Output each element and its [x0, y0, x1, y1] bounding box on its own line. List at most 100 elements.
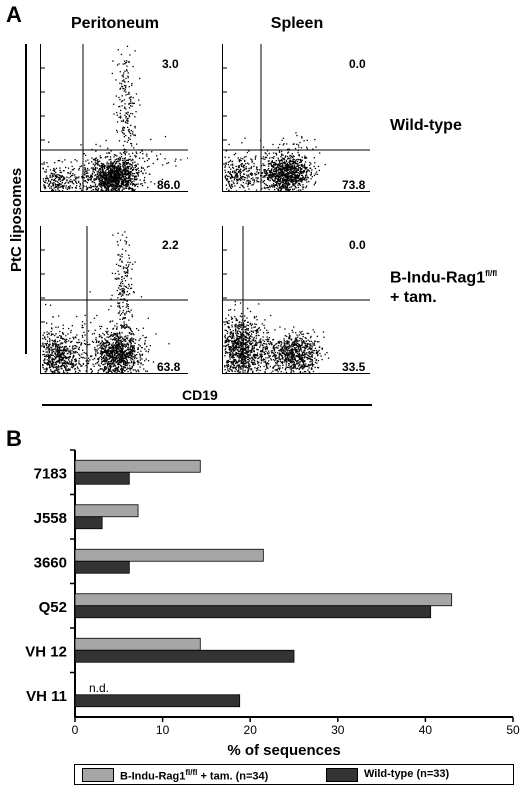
event-dot [231, 342, 233, 344]
event-dot [123, 127, 126, 129]
event-dot [251, 161, 253, 163]
event-dot [295, 187, 297, 189]
event-dot [123, 133, 125, 135]
event-dot [231, 338, 233, 340]
event-dot [88, 162, 90, 164]
event-dot [242, 166, 244, 168]
event-dot [247, 175, 249, 177]
event-dot [102, 332, 104, 335]
event-dot [56, 346, 58, 348]
event-dot [138, 157, 141, 159]
event-dot [126, 269, 129, 271]
event-dot [124, 336, 126, 338]
flow-plot-peritoneum-wildtype [40, 44, 188, 192]
event-dot [48, 344, 50, 346]
event-dot [237, 176, 239, 178]
event-dot [96, 189, 99, 191]
event-dot [119, 112, 121, 115]
event-dot [280, 182, 282, 184]
event-dot [61, 358, 63, 360]
event-dot [119, 71, 121, 73]
event-dot [237, 157, 239, 159]
event-dot [139, 345, 141, 347]
event-dot [77, 342, 79, 344]
event-dot [280, 168, 282, 170]
event-dot [296, 171, 298, 174]
event-dot [133, 361, 135, 363]
event-dot [239, 178, 241, 180]
event-dot [99, 183, 101, 185]
event-dot [288, 148, 290, 151]
event-dot [131, 188, 133, 190]
event-dot [84, 171, 86, 173]
event-dot [70, 361, 73, 363]
event-dot [248, 163, 250, 165]
event-dot [58, 182, 60, 185]
event-dot [250, 167, 252, 169]
event-dot [130, 371, 132, 373]
event-dot [302, 172, 304, 174]
event-dot [96, 185, 98, 187]
event-dot [125, 335, 127, 337]
event-dot [62, 349, 64, 352]
event-dot [48, 360, 50, 362]
event-dot [79, 370, 81, 372]
event-dot [248, 331, 251, 334]
event-dot [284, 165, 287, 167]
event-dot [253, 165, 255, 167]
event-dot [110, 338, 112, 340]
event-dot [115, 341, 117, 343]
event-dot [109, 365, 111, 367]
event-dot [234, 177, 236, 180]
event-dot [247, 170, 250, 172]
event-dot [53, 170, 55, 172]
event-dot [134, 362, 136, 364]
event-dot [117, 344, 119, 347]
event-dot [89, 359, 91, 361]
event-dot [118, 277, 120, 279]
event-dot [308, 180, 310, 183]
event-dot [300, 159, 302, 161]
event-dot [122, 176, 124, 178]
event-dot [97, 371, 99, 373]
event-dot [110, 366, 113, 368]
event-dot [92, 173, 94, 175]
event-dot [111, 352, 113, 354]
event-dot [59, 183, 61, 185]
event-dot [275, 175, 277, 177]
event-dot [247, 352, 249, 354]
event-dot [54, 341, 56, 343]
event-dot [122, 311, 124, 314]
event-dot [52, 316, 54, 318]
event-dot [273, 184, 275, 186]
event-dot [101, 190, 104, 191]
event-dot [118, 285, 121, 287]
event-dot [272, 143, 274, 146]
event-dot [45, 343, 47, 346]
event-dot [273, 173, 276, 175]
event-dot [266, 336, 268, 338]
event-dot [119, 239, 122, 241]
event-dot [49, 354, 51, 356]
event-dot [70, 181, 72, 183]
event-dot [66, 353, 68, 355]
event-dot [227, 161, 229, 163]
event-dot [117, 297, 119, 299]
event-dot [122, 76, 124, 78]
event-dot [134, 351, 136, 353]
event-dot [128, 348, 130, 350]
event-dot [232, 181, 235, 183]
event-dot [128, 172, 130, 174]
event-dot [144, 160, 146, 163]
event-dot [253, 316, 256, 318]
event-dot [124, 184, 126, 187]
event-dot [118, 106, 120, 108]
event-dot [113, 353, 115, 355]
event-dot [113, 333, 115, 335]
event-dot [134, 164, 137, 166]
event-dot [129, 165, 131, 167]
event-dot [115, 170, 117, 172]
event-dot [295, 178, 298, 180]
event-dot [62, 350, 65, 352]
event-dot [245, 182, 247, 184]
